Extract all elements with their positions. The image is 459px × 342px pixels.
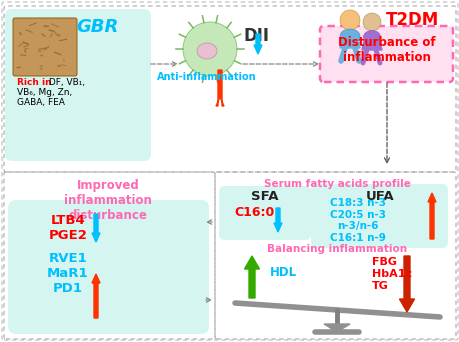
Circle shape [362,13,380,31]
Polygon shape [92,214,100,242]
Ellipse shape [363,30,380,43]
Polygon shape [216,70,224,106]
Polygon shape [427,193,435,239]
Text: HDL: HDL [269,265,297,278]
Polygon shape [253,34,262,54]
Text: Rich in: Rich in [17,78,51,87]
Text: Serum fatty acids profile: Serum fatty acids profile [263,179,409,189]
Polygon shape [323,324,349,332]
Circle shape [339,10,359,30]
FancyBboxPatch shape [218,186,310,240]
Text: SFA: SFA [251,190,278,203]
Text: Balancing inflammation: Balancing inflammation [266,244,406,254]
Text: C18:3 n-3
C20:5 n-3
n-3/n-6
C16:1 n-9: C18:3 n-3 C20:5 n-3 n-3/n-6 C16:1 n-9 [329,198,385,243]
Text: C16:0: C16:0 [235,206,274,219]
Text: FBG
HbA1c
TG: FBG HbA1c TG [371,258,411,291]
Ellipse shape [196,43,217,59]
Polygon shape [92,274,100,318]
Text: UFA: UFA [365,190,393,203]
Polygon shape [274,208,281,232]
Text: Disturbance of
inflammation: Disturbance of inflammation [337,36,435,64]
Text: Anti-inflammation: Anti-inflammation [157,72,256,82]
FancyBboxPatch shape [8,200,208,334]
Text: DF, VB₁,: DF, VB₁, [46,78,85,87]
Circle shape [183,22,236,76]
Text: VB₆, Mg, Zn,: VB₆, Mg, Zn, [17,88,72,97]
Text: GBR: GBR [77,18,119,36]
FancyBboxPatch shape [310,184,447,248]
Text: DII: DII [243,27,269,45]
Text: GABA, FEA: GABA, FEA [17,98,65,107]
Text: T2DM: T2DM [385,11,438,29]
Text: Improved
inflammation
disturbance: Improved inflammation disturbance [64,179,151,222]
FancyBboxPatch shape [13,18,77,76]
Text: LTB4
PGE2: LTB4 PGE2 [49,214,87,242]
Polygon shape [339,36,359,48]
Text: RVE1
MaR1
PD1: RVE1 MaR1 PD1 [47,252,89,295]
Polygon shape [398,256,414,312]
Polygon shape [361,37,381,50]
FancyBboxPatch shape [5,9,151,161]
Polygon shape [244,256,259,298]
FancyBboxPatch shape [319,26,452,82]
Ellipse shape [339,29,359,43]
